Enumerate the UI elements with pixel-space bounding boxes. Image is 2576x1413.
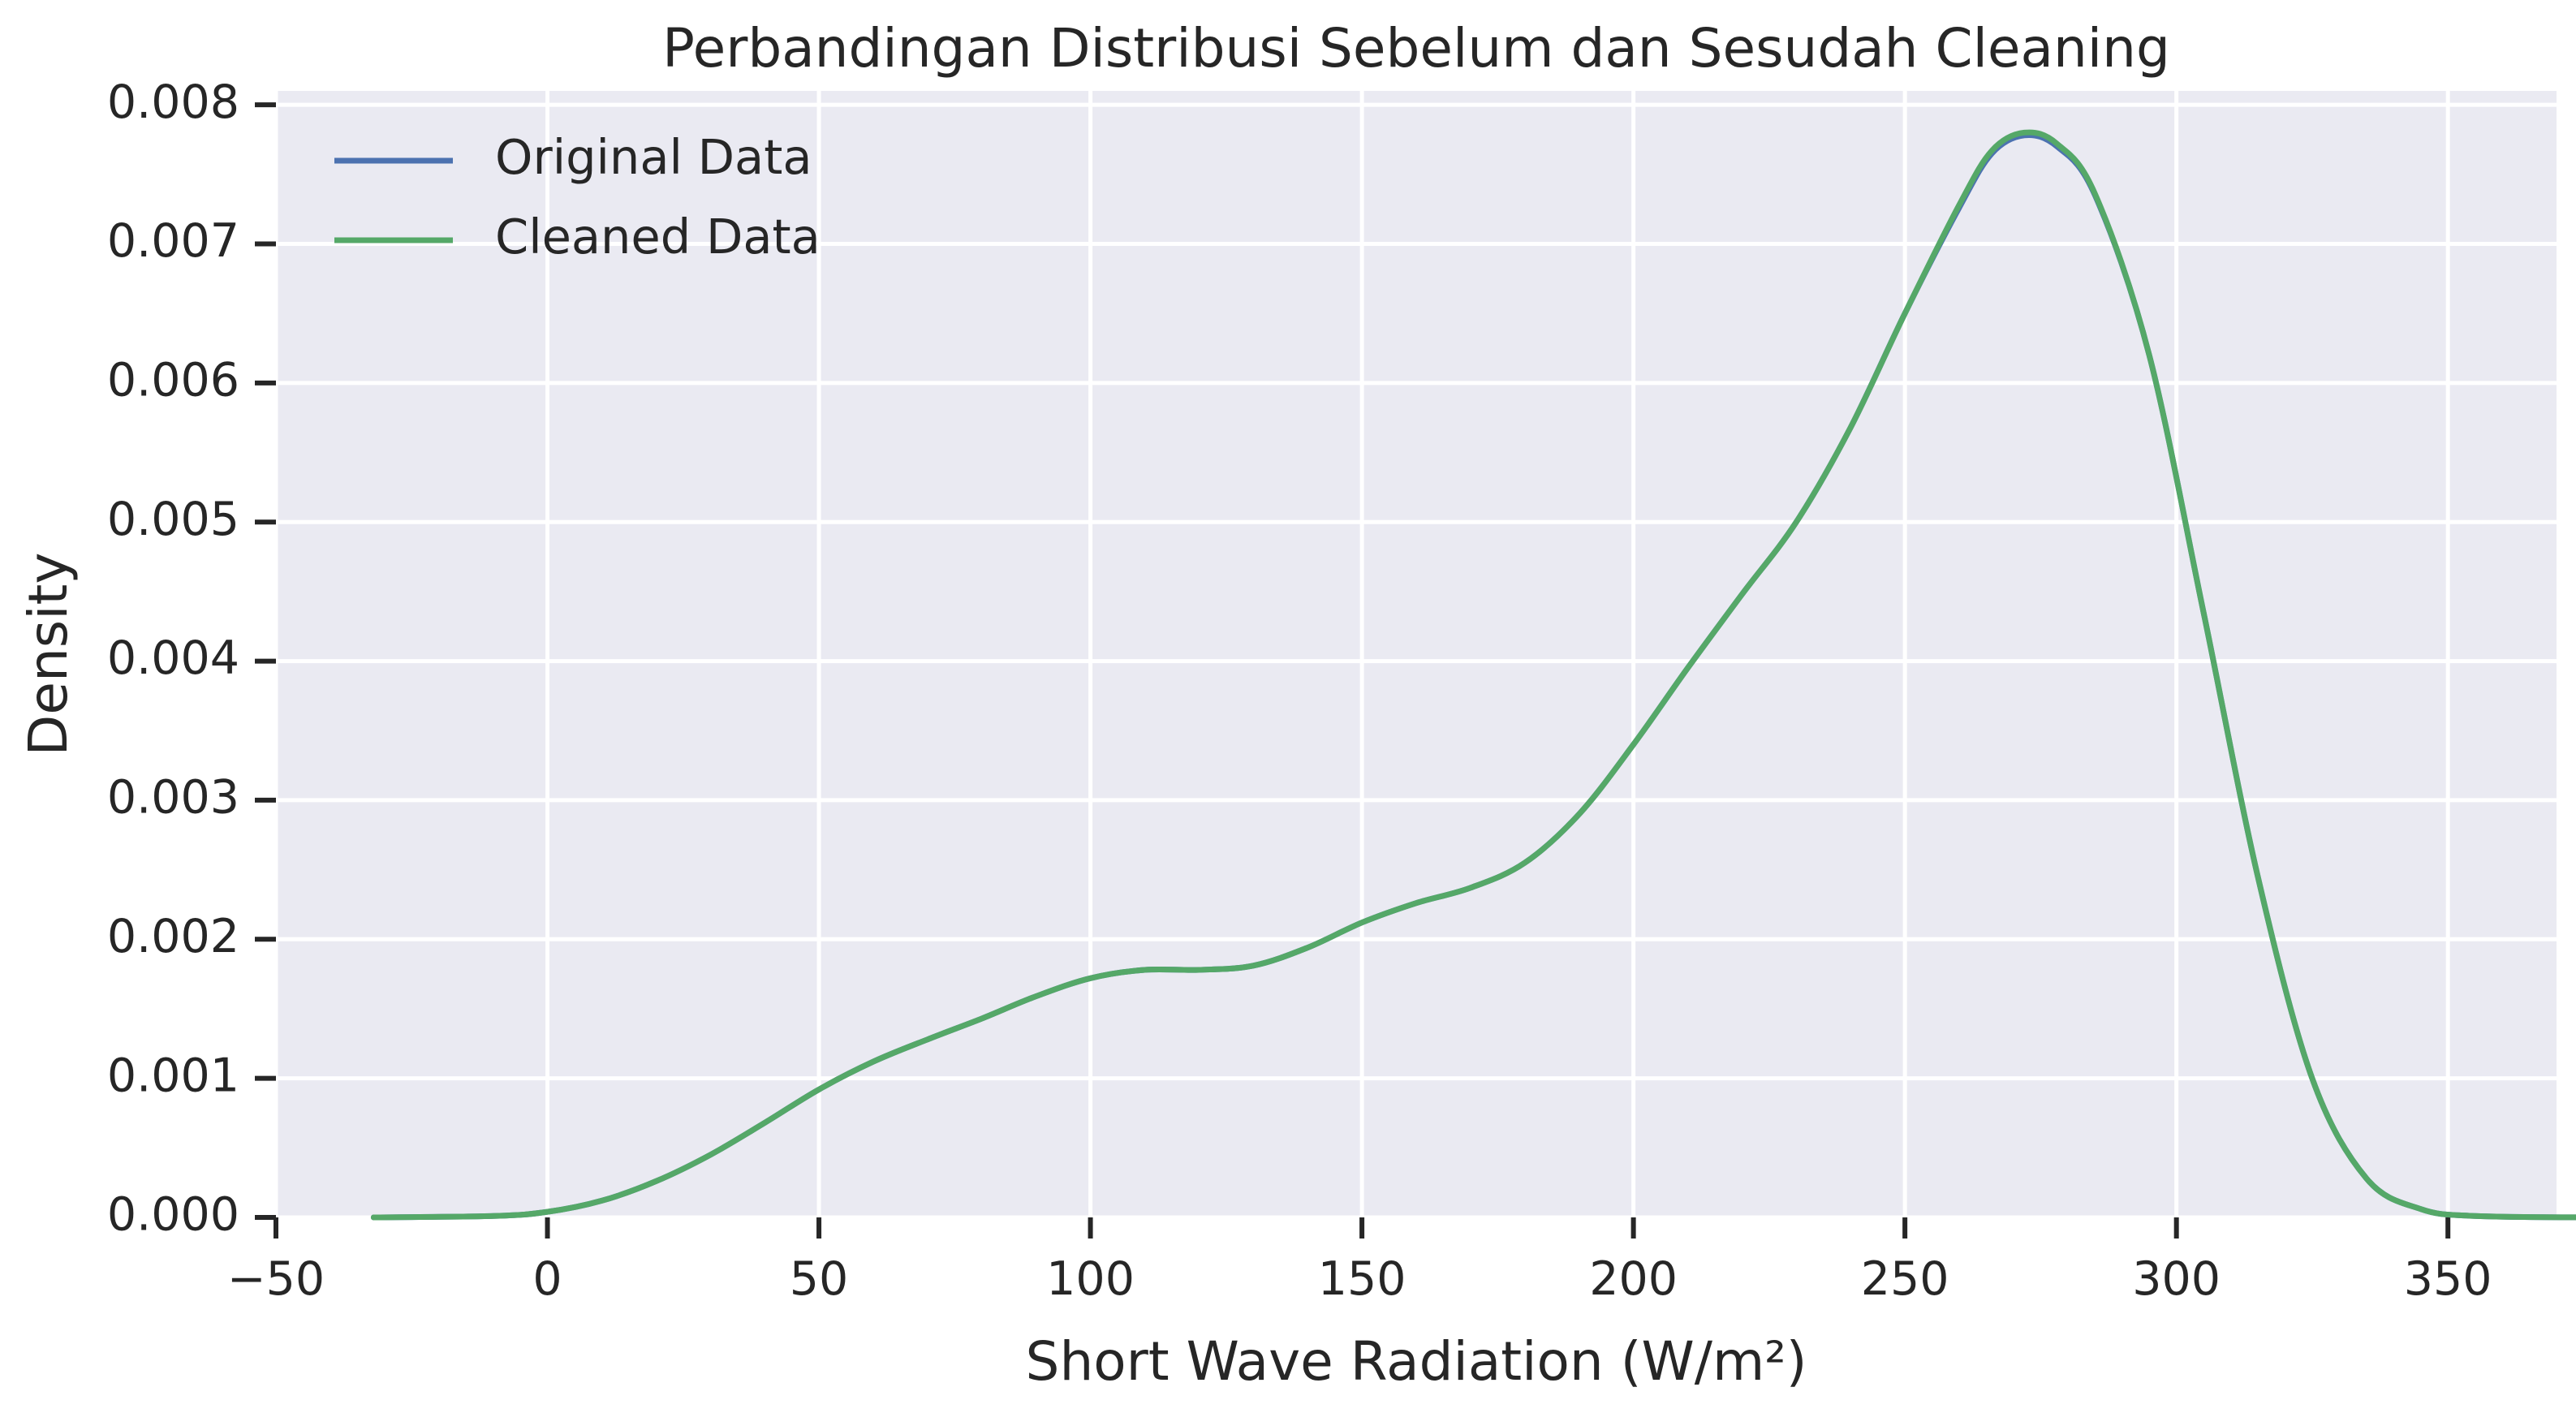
y-tick-label: 0.006 bbox=[107, 353, 239, 407]
y-tick-label: 0.007 bbox=[107, 214, 239, 268]
series-line-cleaned bbox=[370, 129, 2576, 1221]
x-tick-label: 150 bbox=[1318, 1252, 1406, 1306]
y-tick-label: 0.004 bbox=[107, 631, 239, 685]
x-tick-label: 50 bbox=[790, 1252, 849, 1306]
x-tick-label: 300 bbox=[2132, 1252, 2221, 1306]
x-tick-label: 350 bbox=[2404, 1252, 2492, 1306]
y-tick-label: 0.008 bbox=[107, 75, 239, 129]
legend: Original Data Cleaned Data bbox=[334, 129, 821, 265]
y-tick-label: 0.005 bbox=[107, 493, 239, 546]
x-axis-label: Short Wave Radiation (W/m²) bbox=[1026, 1330, 1807, 1393]
x-tick-label: 250 bbox=[1861, 1252, 1949, 1306]
legend-label-cleaned: Cleaned Data bbox=[495, 209, 821, 265]
x-tick-label: 200 bbox=[1589, 1252, 1678, 1306]
y-tick-label: 0.000 bbox=[107, 1188, 239, 1242]
axis-ticks: −50 0 50 100 150 200 250 300 350 0.000 0.001 0.002 0… bbox=[107, 75, 2492, 1306]
y-axis-label: Density bbox=[17, 553, 80, 756]
x-tick-label: −50 bbox=[227, 1252, 325, 1306]
legend-label-original: Original Data bbox=[495, 129, 812, 185]
x-tick-label: 100 bbox=[1046, 1252, 1135, 1306]
x-tick-label: 0 bbox=[532, 1252, 562, 1306]
y-tick-label: 0.001 bbox=[107, 1049, 239, 1102]
y-tick-label: 0.003 bbox=[107, 771, 239, 825]
series-lines bbox=[370, 129, 2576, 1221]
y-tick-label: 0.002 bbox=[107, 910, 239, 963]
chart-title: Perbandingan Distribusi Sebelum dan Sesu… bbox=[662, 17, 2170, 80]
